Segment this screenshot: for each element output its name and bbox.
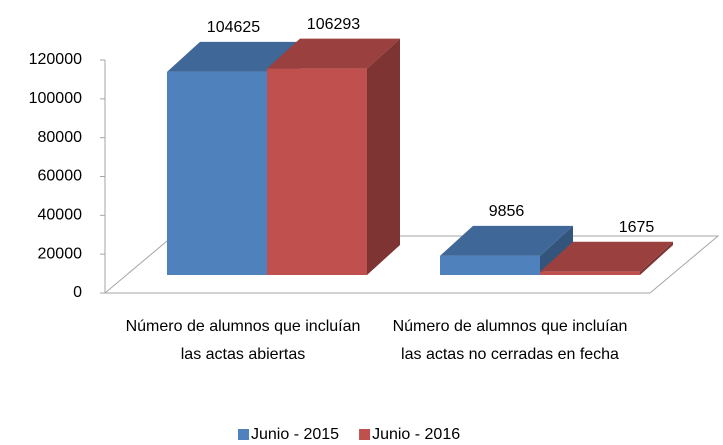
y-tick-label: 0 — [73, 284, 82, 301]
bar — [267, 68, 367, 275]
y-tick-label: 40000 — [38, 207, 83, 224]
legend-label: Junio - 2015 — [251, 426, 339, 443]
y-tick-label: 60000 — [38, 168, 83, 185]
data-label: 1675 — [619, 219, 655, 236]
data-label: 106293 — [307, 16, 360, 33]
bar — [167, 71, 267, 276]
x-tick-label: Número de alumnos que incluían las actas… — [392, 318, 628, 363]
y-tick-label: 120000 — [29, 51, 82, 68]
bar-side — [367, 38, 400, 275]
bar-side — [540, 225, 573, 275]
data-label: 9856 — [489, 203, 525, 220]
x-tick-label: Número de alumnos que incluían las actas… — [125, 318, 361, 363]
bar-top — [440, 225, 573, 256]
bar-top — [167, 41, 300, 72]
legend-swatch — [238, 429, 249, 440]
y-tick-label: 80000 — [38, 129, 83, 146]
bar-top — [540, 241, 673, 272]
legend-swatch — [359, 429, 371, 440]
data-label: 104625 — [207, 19, 260, 36]
bar — [440, 255, 540, 275]
bar-side — [640, 241, 673, 275]
legend-label: Junio - 2016 — [372, 426, 460, 443]
bar-top — [267, 38, 400, 69]
y-tick-label: 20000 — [38, 245, 83, 262]
floor — [103, 235, 720, 294]
y-tick-label: 100000 — [29, 90, 82, 107]
bar — [540, 271, 640, 275]
